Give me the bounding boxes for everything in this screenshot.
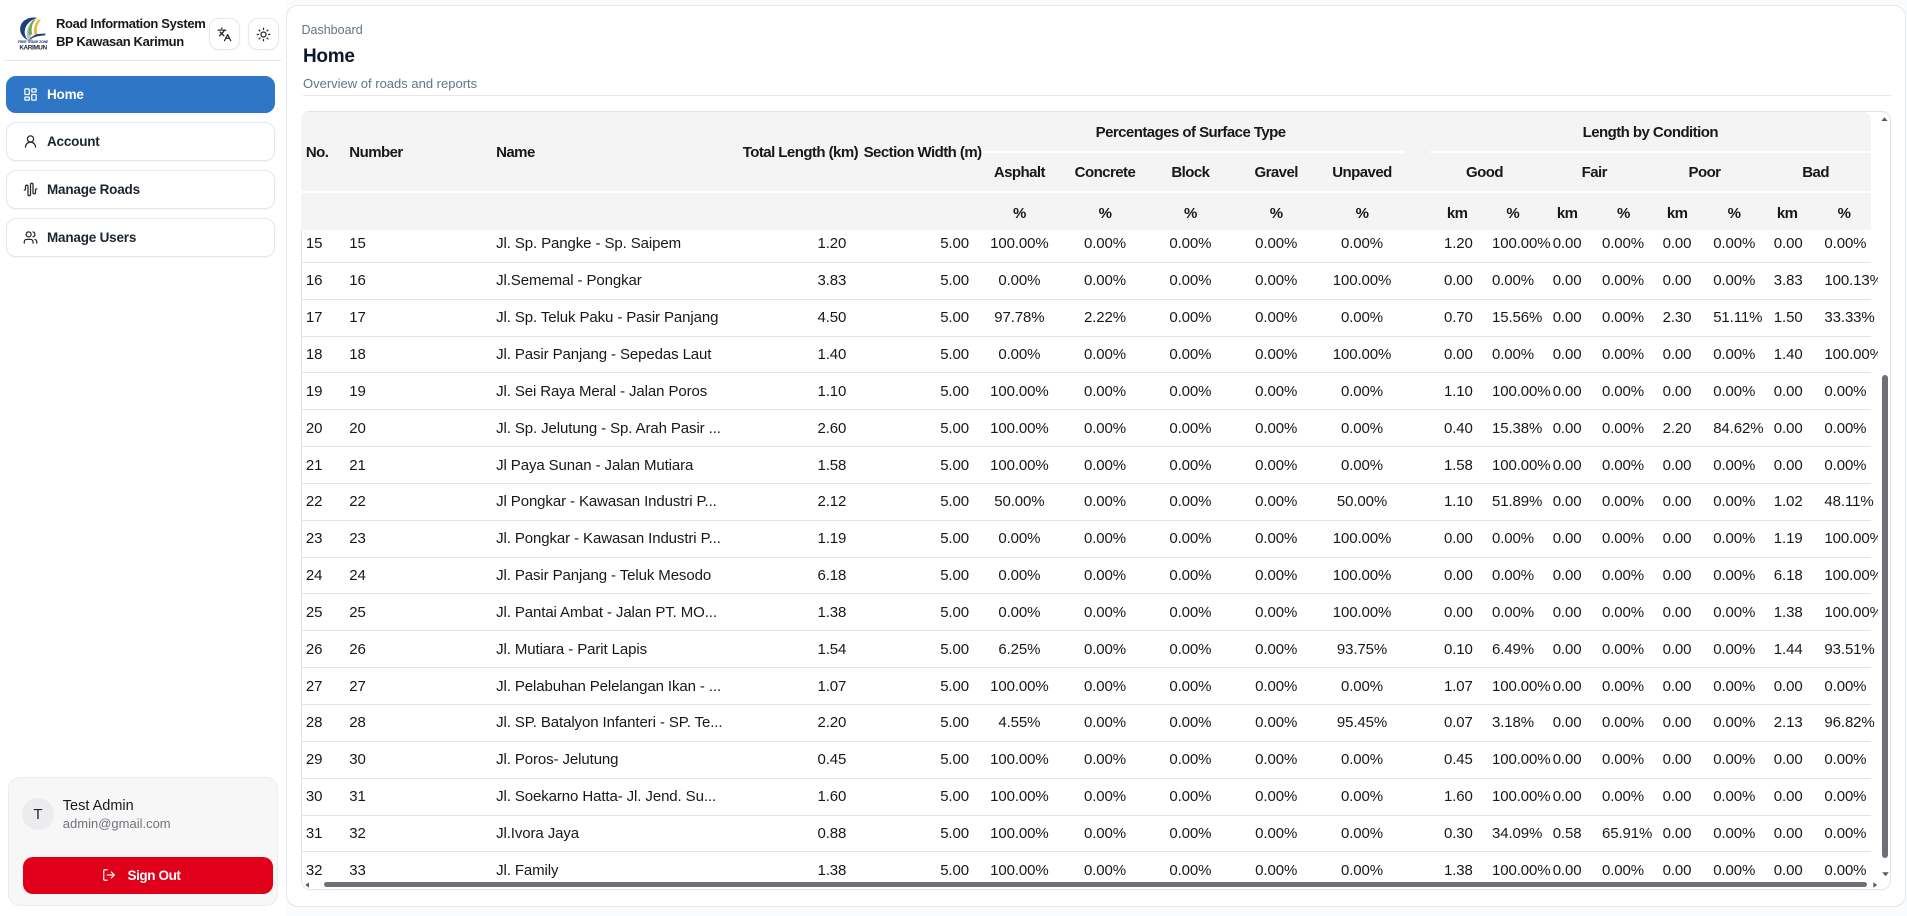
svg-text:KARIMUN: KARIMUN <box>19 44 47 51</box>
svg-text:FREE TRADE ZONE: FREE TRADE ZONE <box>18 39 48 43</box>
